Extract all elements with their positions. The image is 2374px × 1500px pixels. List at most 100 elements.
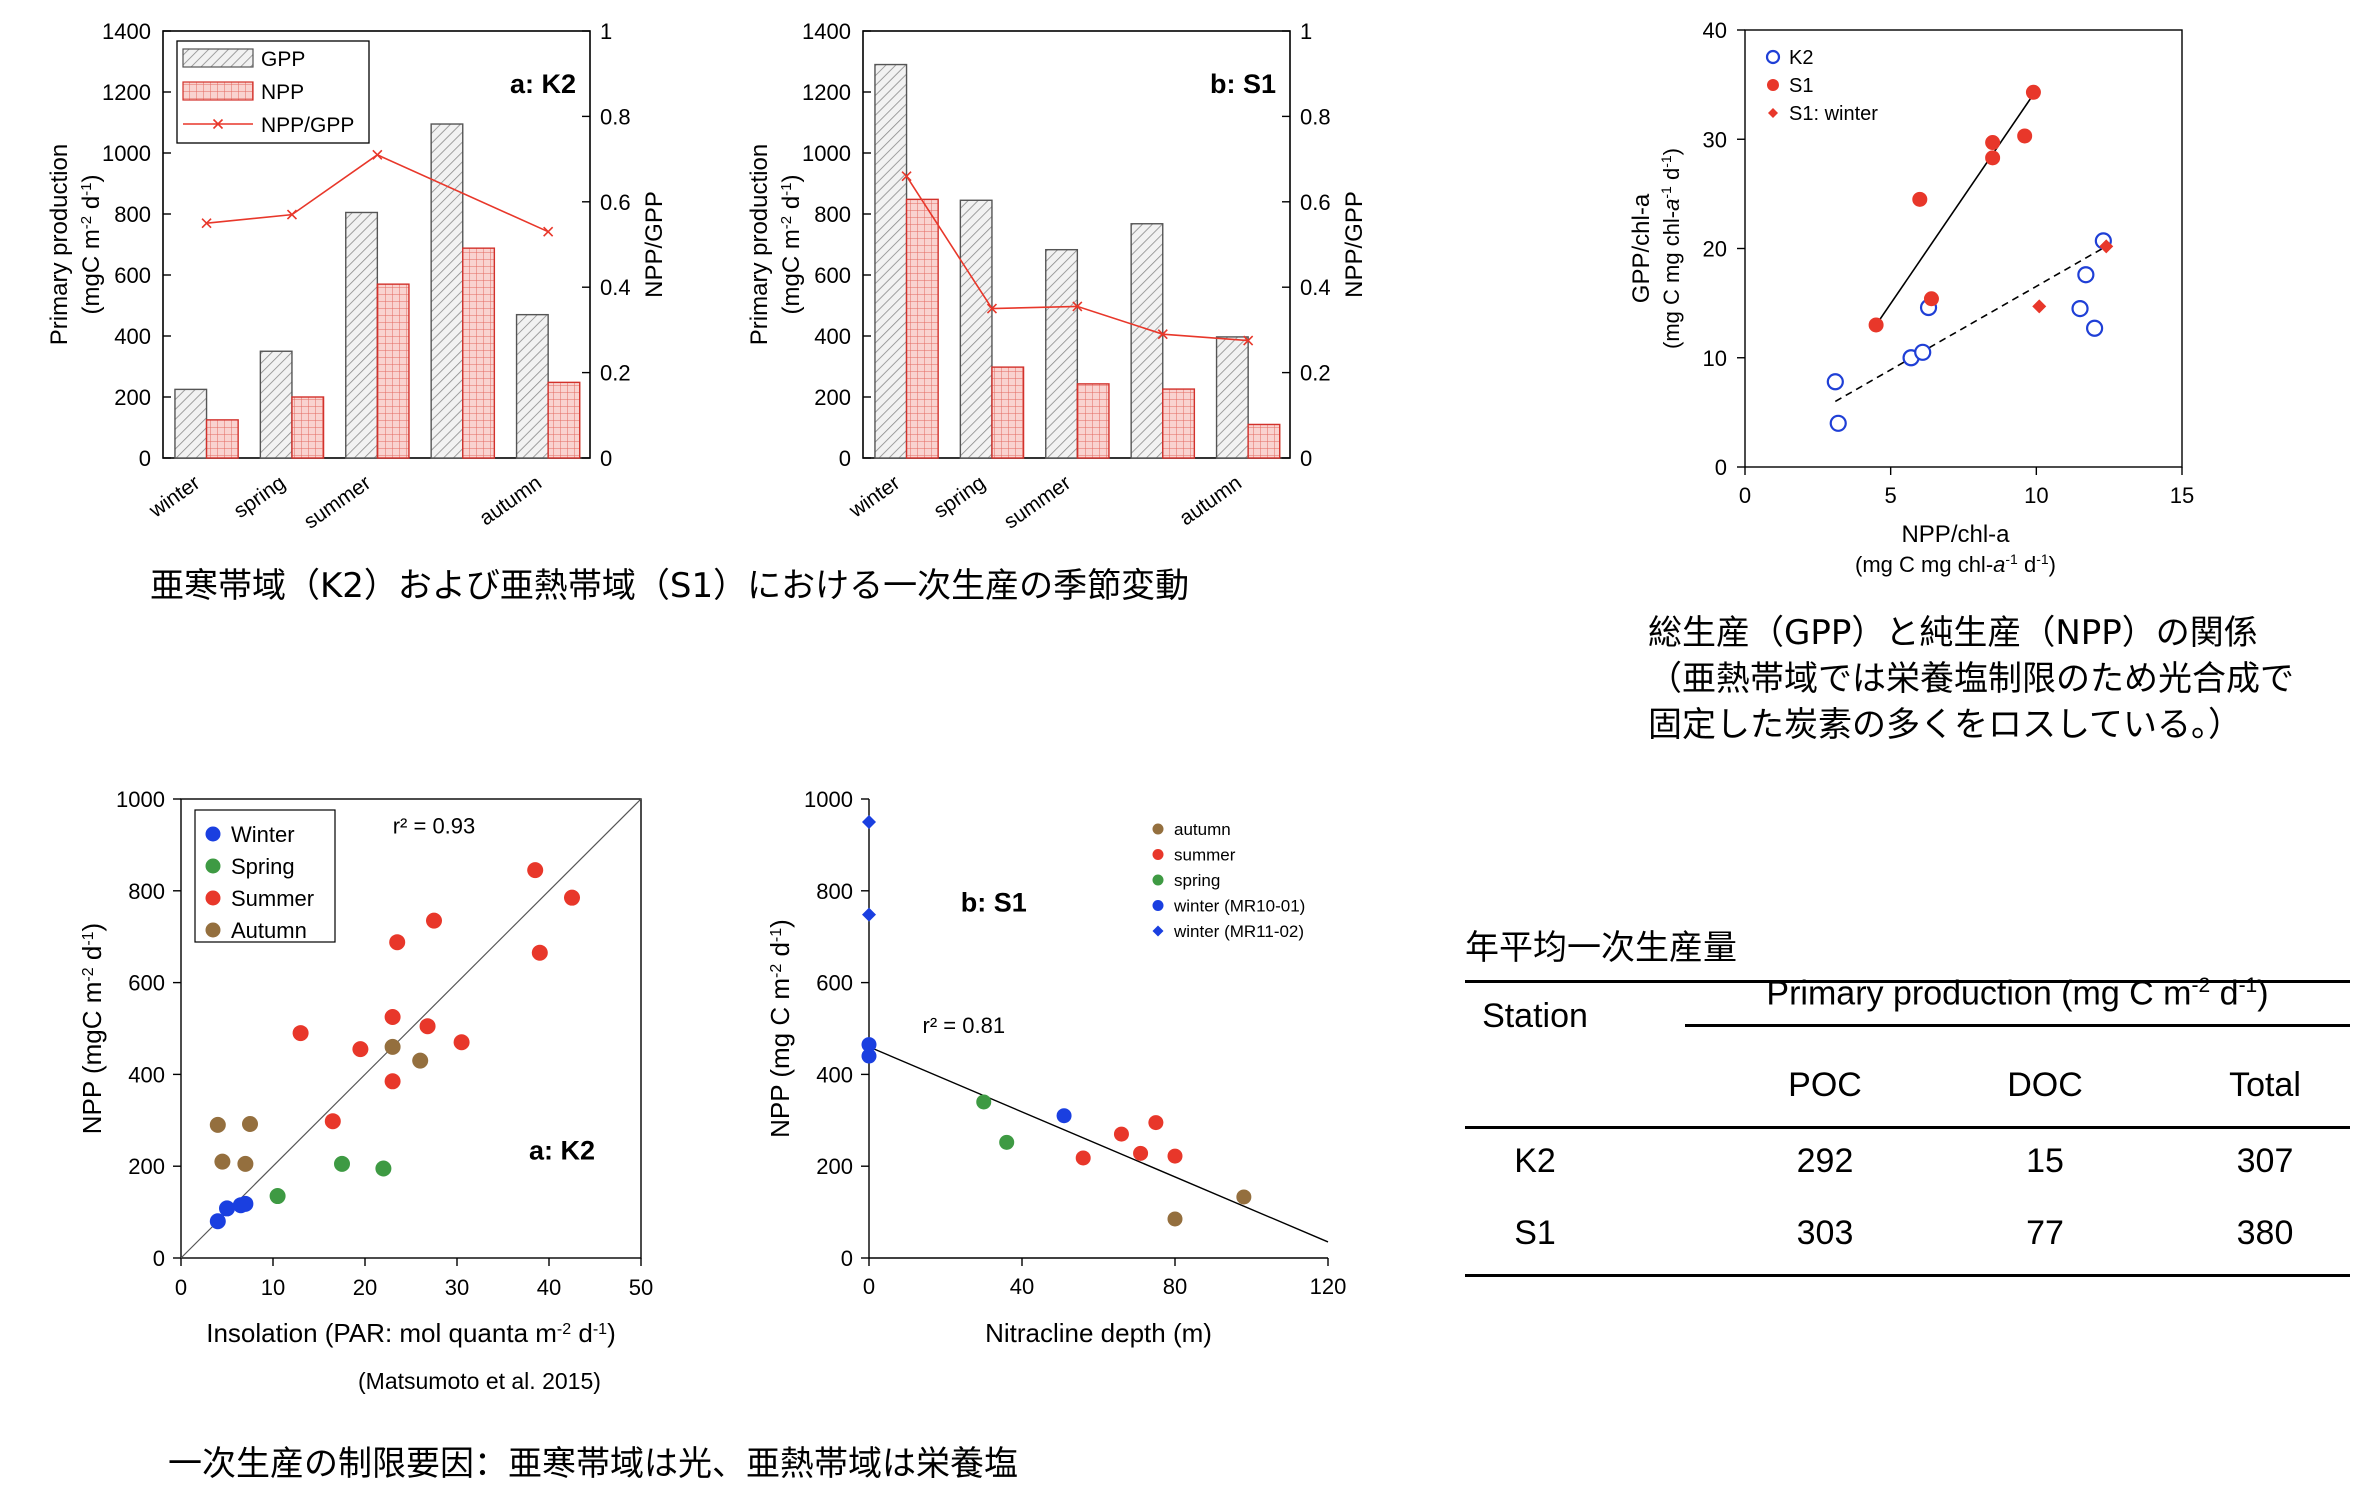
x-axis-label: NPP/chl-a — [1901, 521, 2010, 548]
y-axis-unit: (mgC m-2 d-1) — [778, 174, 806, 314]
y-tick-label: 1400 — [102, 19, 151, 44]
npp-bar — [376, 283, 410, 459]
npp-bar — [291, 396, 325, 459]
y-tick-label: 1400 — [802, 19, 851, 44]
s1-winter-point — [2032, 299, 2047, 314]
group-rule — [1685, 1024, 2350, 1027]
legend-label: autumn — [1174, 820, 1231, 839]
s1-point — [2017, 128, 2033, 144]
y-tick-label: 200 — [128, 1154, 165, 1179]
y-tick-label: 600 — [816, 971, 853, 996]
k2-point — [1914, 343, 1932, 361]
panel-label: b: S1 — [961, 887, 1027, 917]
y-tick-label: 800 — [128, 879, 165, 904]
y-tick-label: 200 — [814, 385, 851, 410]
gpp-bar — [1130, 223, 1164, 459]
legend-marker — [1152, 925, 1164, 937]
x-tick-label: 10 — [2024, 483, 2048, 508]
row-value: 15 — [2026, 1142, 2064, 1180]
npp-bar — [905, 198, 939, 459]
y2-tick-label: 0 — [600, 446, 612, 471]
seasonal-bar-chart-k2: 0 200 400 600 800 1000 1200 1400 0 0.2 0.4 0.6 0.8 1 w… — [46, 19, 668, 534]
y-tick-label: 0 — [839, 446, 851, 471]
legend-marker — [205, 858, 221, 874]
x-tick-label: 40 — [1010, 1274, 1034, 1299]
y2-axis-label: NPP/GPP — [641, 191, 668, 298]
x-tick-label: 120 — [1310, 1274, 1347, 1299]
legend-label: winter (MR10-01) — [1173, 897, 1305, 916]
npp-gpp-ratio-point — [201, 218, 212, 229]
npp-bar — [1162, 388, 1196, 459]
y2-tick-label: 0.2 — [600, 361, 631, 386]
gpp-npp-scatter: 0 5 10 15 0 10 20 30 40 K2 S1 S1: winter NPP/chl-a (m… — [1628, 18, 2194, 577]
summer-point — [1113, 1126, 1129, 1142]
winter-mr10-01--point — [861, 1037, 877, 1053]
summer-point — [419, 1018, 436, 1035]
summer-point — [1167, 1148, 1183, 1164]
summer-point — [384, 1009, 401, 1026]
legend-ratio-label: NPP/GPP — [261, 114, 354, 137]
y-tick-label: 0 — [1715, 455, 1727, 480]
limiting-factor-caption: 一次生産の制限要因：亜寒帯域は光、亜熱帯域は栄養塩 — [168, 1444, 1018, 1484]
gpp-bar — [430, 123, 464, 459]
s1-point — [1923, 291, 1939, 307]
npp-bar — [462, 247, 496, 459]
fit-line — [868, 1046, 1329, 1243]
gpp-bar — [345, 211, 379, 459]
fit-line — [180, 798, 642, 1259]
autumn-point — [237, 1155, 254, 1172]
seasonal-caption: 亜寒帯域（K2）および亜熱帯域（S1）における一次生産の季節変動 — [150, 566, 1190, 606]
summer-point — [324, 1113, 341, 1130]
summer-point — [1133, 1145, 1149, 1161]
autumn-point — [412, 1052, 429, 1069]
legend-label: Autumn — [231, 918, 307, 943]
npp-gpp-ratio-point — [1157, 329, 1168, 340]
column-header-total: Total — [2229, 1066, 2301, 1104]
y-axis-unit: (mg C mg chl-a-1 d-1) — [1658, 148, 1684, 349]
npp-gpp-ratio-point — [1243, 335, 1254, 346]
y2-tick-label: 0.4 — [600, 275, 631, 300]
autumn-point — [214, 1153, 231, 1170]
gpp-bar — [174, 388, 208, 459]
y-tick-label: 400 — [816, 1062, 853, 1087]
y-tick-label: 20 — [1703, 237, 1727, 262]
npp-bar — [205, 419, 239, 459]
autumn-point — [1167, 1211, 1183, 1227]
legend-marker — [1768, 108, 1778, 118]
spring-point — [269, 1188, 286, 1205]
x-tick-label: 0 — [1739, 483, 1751, 508]
gpp-bar — [959, 199, 993, 459]
npp-gpp-ratio-line — [206, 153, 549, 233]
y-tick-label: 40 — [1703, 18, 1727, 43]
npp-gpp-ratio-point — [901, 171, 912, 182]
x-axis-label: Insolation (PAR: mol quanta m-2 d-1) — [206, 1318, 616, 1348]
table-top-rule — [1465, 980, 2350, 983]
station-header: Station — [1482, 997, 1588, 1035]
group-header: Primary production (mg C m-2 d-1) — [1766, 974, 2269, 1013]
column-header-doc: DOC — [2007, 1066, 2083, 1104]
relation-caption-line: 固定した炭素の多くをロスしている。） — [1648, 705, 2242, 745]
y2-tick-label: 0.2 — [1300, 361, 1331, 386]
y2-tick-label: 0 — [1300, 446, 1312, 471]
category-label: summer — [300, 471, 375, 533]
legend-marker — [1152, 900, 1164, 911]
x-tick-label: 20 — [353, 1275, 377, 1300]
y-axis-label: Primary production — [746, 144, 773, 345]
y-tick-label: 1200 — [102, 80, 151, 105]
spring-point — [375, 1160, 392, 1177]
summer-point — [389, 934, 406, 951]
y-tick-label: 1000 — [116, 787, 165, 812]
npp-gpp-ratio-point — [286, 209, 298, 220]
k2-point — [2077, 266, 2095, 284]
s1-point — [1868, 317, 1884, 333]
spring-point — [976, 1094, 992, 1110]
npp-bar — [547, 381, 581, 459]
y-tick-label: 600 — [114, 263, 151, 288]
r-squared-annotation: r² = 0.81 — [923, 1013, 1006, 1038]
winter-mr10-01--point — [1056, 1108, 1072, 1124]
y-tick-label: 800 — [814, 202, 851, 227]
k2-point — [2086, 319, 2104, 337]
nitracline-npp-scatter: 0 40 80 120 0 200 400 600 800 1000 autumn summer spr… — [765, 787, 1346, 1348]
legend-marker — [205, 922, 221, 938]
